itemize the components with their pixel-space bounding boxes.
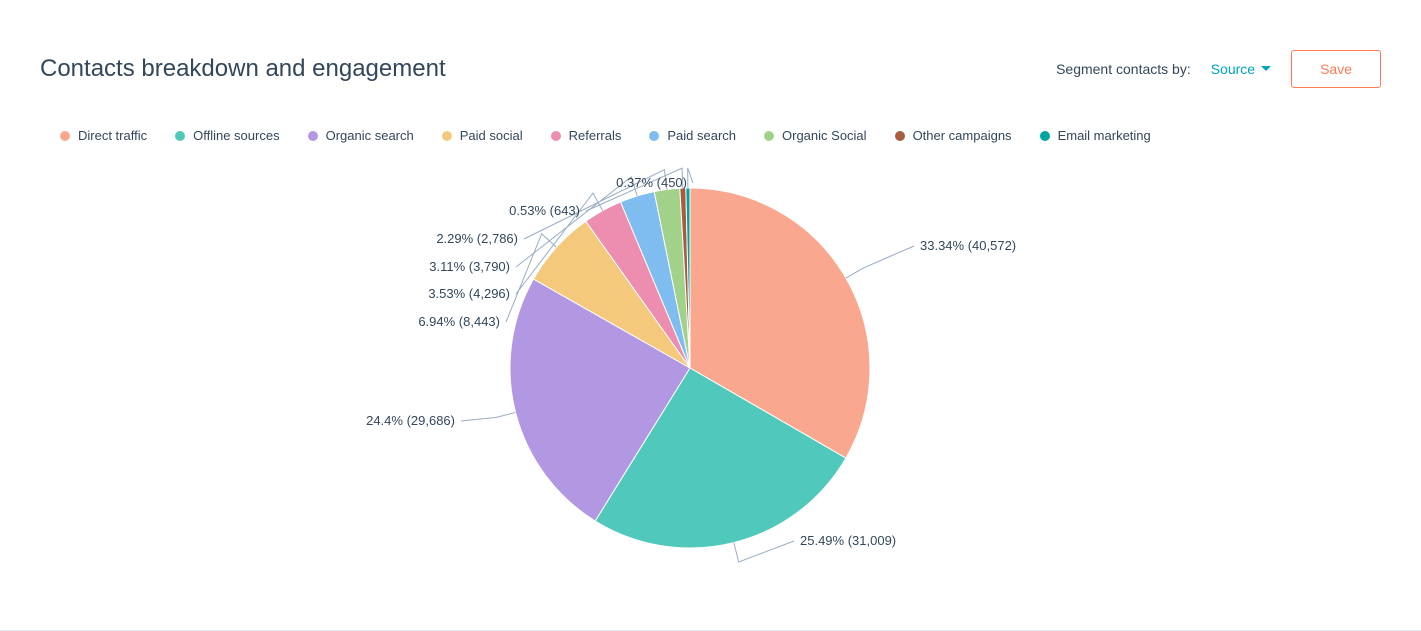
legend-dot <box>175 131 185 141</box>
legend-dot <box>551 131 561 141</box>
slice-label: 25.49% (31,009) <box>800 533 896 548</box>
leader-line <box>461 412 516 421</box>
header-controls: Segment contacts by: Source Save <box>1056 50 1381 88</box>
slice-label: 0.53% (643) <box>509 203 580 218</box>
pie-chart: 33.34% (40,572) 25.49% (31,009) 24.4% (29,… <box>0 153 1421 583</box>
legend-item[interactable]: Email marketing <box>1040 128 1151 143</box>
legend-item[interactable]: Organic search <box>308 128 414 143</box>
legend-label: Direct traffic <box>78 128 147 143</box>
legend-item[interactable]: Referrals <box>551 128 622 143</box>
legend-dot <box>60 131 70 141</box>
slice-label: 0.37% (450) <box>616 175 687 190</box>
leader-line <box>846 246 914 278</box>
legend-item[interactable]: Direct traffic <box>60 128 147 143</box>
legend-item[interactable]: Other campaigns <box>895 128 1012 143</box>
legend-label: Organic Social <box>782 128 867 143</box>
save-button[interactable]: Save <box>1291 50 1381 88</box>
slice-label: 24.4% (29,686) <box>366 413 455 428</box>
leader-line <box>734 541 794 562</box>
header: Contacts breakdown and engagement Segmen… <box>0 0 1421 108</box>
legend-label: Paid search <box>667 128 736 143</box>
segment-label: Segment contacts by: <box>1056 61 1191 77</box>
segment-dropdown[interactable]: Source <box>1211 61 1271 77</box>
slice-label: 3.53% (4,296) <box>428 286 510 301</box>
slice-label: 6.94% (8,443) <box>418 314 500 329</box>
legend-dot <box>895 131 905 141</box>
page-title: Contacts breakdown and engagement <box>40 55 446 83</box>
legend-label: Organic search <box>326 128 414 143</box>
legend-item[interactable]: Organic Social <box>764 128 867 143</box>
legend-dot <box>308 131 318 141</box>
legend-dot <box>1040 131 1050 141</box>
legend-label: Paid social <box>460 128 523 143</box>
chevron-down-icon <box>1261 64 1271 74</box>
chart-legend: Direct traffic Offline sources Organic sea… <box>0 108 1421 153</box>
leader-line <box>688 168 693 188</box>
legend-item[interactable]: Paid search <box>649 128 736 143</box>
legend-dot <box>764 131 774 141</box>
legend-dot <box>649 131 659 141</box>
legend-dot <box>442 131 452 141</box>
legend-item[interactable]: Paid social <box>442 128 523 143</box>
legend-label: Other campaigns <box>913 128 1012 143</box>
slice-label: 33.34% (40,572) <box>920 238 1016 253</box>
legend-label: Offline sources <box>193 128 279 143</box>
legend-label: Email marketing <box>1058 128 1151 143</box>
legend-label: Referrals <box>569 128 622 143</box>
legend-item[interactable]: Offline sources <box>175 128 279 143</box>
segment-dropdown-value: Source <box>1211 61 1255 77</box>
slice-label: 2.29% (2,786) <box>436 231 518 246</box>
slice-label: 3.11% (3,790) <box>429 259 510 274</box>
